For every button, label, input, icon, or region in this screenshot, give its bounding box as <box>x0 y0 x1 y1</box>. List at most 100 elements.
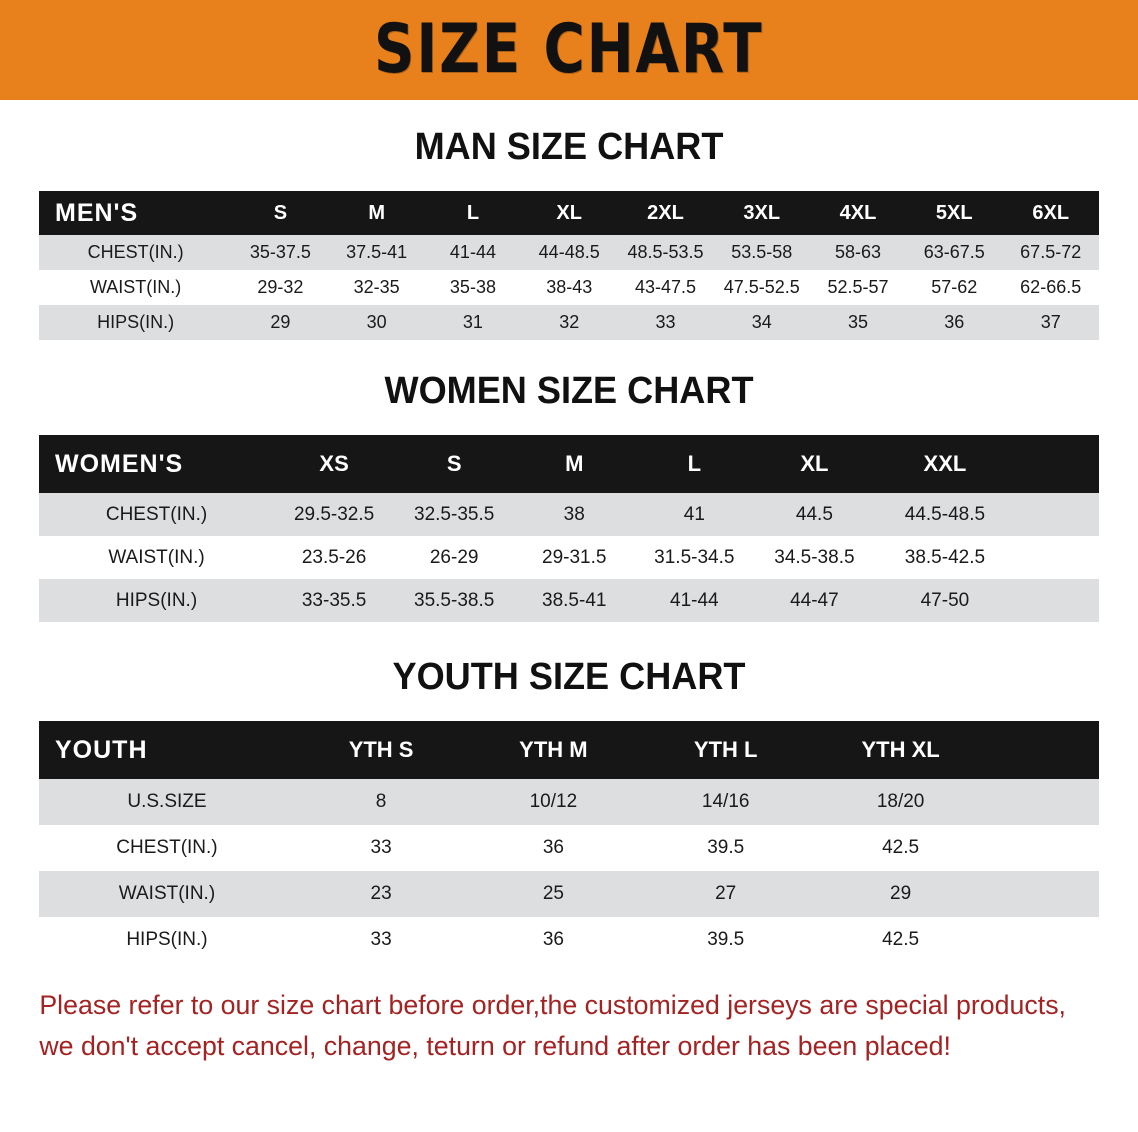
men-waist-m: 32-35 <box>353 277 400 297</box>
women-waist-spacer <box>1015 536 1099 579</box>
men-waist-l: 35-38 <box>449 277 496 297</box>
women-corner-label: WOMEN'S <box>55 449 184 478</box>
men-chest-2xl: 48.5-53.5 <box>627 242 704 262</box>
men-hips-xl: 32 <box>559 312 580 332</box>
disclaimer-text: Please refer to our size chart before or… <box>6 985 1133 1067</box>
youth-waist-xl: 29 <box>890 883 912 904</box>
women-hips-spacer <box>1015 579 1099 622</box>
table-row: WAIST(IN.) 29-32 32-35 35-38 38-43 43-47… <box>39 270 1099 305</box>
table-row: CHEST(IN.) 35-37.5 37.5-41 41-44 44-48.5… <box>39 235 1099 270</box>
women-col-head-spacer <box>1015 435 1099 493</box>
men-row-label-waist: WAIST(IN.) <box>89 277 182 297</box>
youth-ussize-l: 14/16 <box>701 791 750 812</box>
table-row: WAIST(IN.) 23.5-26 26-29 29-31.5 31.5-34… <box>39 536 1099 579</box>
table-row: HIPS(IN.) 29 30 31 32 33 34 35 36 37 <box>39 305 1099 340</box>
youth-header-row: YOUTH YTH S YTH M YTH L YTH XL <box>39 721 1099 779</box>
men-col-head-6: 3XL <box>743 201 781 224</box>
table-row: HIPS(IN.) 33 36 39.5 42.5 <box>39 917 1099 963</box>
table-row: CHEST(IN.) 29.5-32.5 32.5-35.5 38 41 44.… <box>39 493 1099 536</box>
men-waist-xl: 38-43 <box>546 277 593 297</box>
page-banner: SIZE CHART <box>0 0 1138 100</box>
men-chest-4xl: 58-63 <box>834 242 882 262</box>
men-chest-m: 37.5-41 <box>346 242 408 262</box>
women-waist-xl: 34.5-38.5 <box>774 546 855 568</box>
women-header-row: WOMEN'S XS S M L XL XXL <box>39 435 1099 493</box>
men-table-body: CHEST(IN.) 35-37.5 37.5-41 41-44 44-48.5… <box>39 235 1099 340</box>
women-hips-xs: 33-35.5 <box>301 589 367 611</box>
men-col-head-1: S <box>273 201 288 224</box>
men-waist-s: 29-32 <box>257 277 304 297</box>
women-hips-l: 41-44 <box>670 589 719 611</box>
youth-ussize-spacer <box>989 779 1099 825</box>
youth-chest-m: 36 <box>542 837 564 858</box>
men-chest-6xl: 67.5-72 <box>1020 242 1082 262</box>
table-row: WAIST(IN.) 23 25 27 29 <box>39 871 1099 917</box>
men-size-table: MEN'S S M L XL 2XL 3XL 4XL 5XL 6XL CHEST… <box>39 191 1099 340</box>
youth-chest-spacer <box>989 825 1099 871</box>
women-hips-m: 38.5-41 <box>542 589 607 611</box>
men-col-head-8: 5XL <box>935 201 973 224</box>
youth-hips-l: 39.5 <box>707 929 745 950</box>
youth-ussize-s: 8 <box>375 791 387 812</box>
youth-waist-m: 25 <box>542 883 564 904</box>
men-hips-l: 31 <box>462 312 483 332</box>
men-waist-6xl: 62-66.5 <box>1020 277 1082 297</box>
youth-size-table: YOUTH YTH S YTH M YTH L YTH XL U.S.SIZE … <box>39 721 1099 963</box>
table-row: CHEST(IN.) 33 36 39.5 42.5 <box>39 825 1099 871</box>
women-table-body: CHEST(IN.) 29.5-32.5 32.5-35.5 38 41 44.… <box>39 493 1099 622</box>
youth-col-head-4: YTH XL <box>861 737 940 762</box>
men-hips-s: 29 <box>270 312 291 332</box>
men-col-head-4: XL <box>556 201 582 224</box>
men-hips-3xl: 34 <box>751 312 772 332</box>
men-corner-label: MEN'S <box>55 198 139 227</box>
disclaimer-line-1: Please refer to our size chart before or… <box>39 990 1066 1020</box>
youth-row-label-waist: WAIST(IN.) <box>118 883 216 904</box>
men-col-head-7: 4XL <box>839 201 877 224</box>
youth-corner-label: YOUTH <box>55 735 148 764</box>
women-col-head-2: S <box>446 451 462 476</box>
women-col-head-3: M <box>565 451 584 476</box>
women-chest-xxl: 44.5-48.5 <box>904 503 986 525</box>
men-row-label-hips: HIPS(IN.) <box>97 312 175 332</box>
women-waist-s: 26-29 <box>429 546 479 568</box>
youth-waist-s: 23 <box>370 883 392 904</box>
men-waist-2xl: 43-47.5 <box>634 277 696 297</box>
women-size-table: WOMEN'S XS S M L XL XXL CHEST(IN.) 29.5-… <box>39 435 1099 622</box>
women-chest-xl: 44.5 <box>795 503 833 525</box>
youth-table-body: U.S.SIZE 8 10/12 14/16 18/20 CHEST(IN.) … <box>39 779 1099 963</box>
women-chest-xs: 29.5-32.5 <box>293 503 375 525</box>
youth-row-label-hips: HIPS(IN.) <box>126 929 208 950</box>
women-waist-xs: 23.5-26 <box>301 546 367 568</box>
men-row-label-chest: CHEST(IN.) <box>87 242 184 262</box>
women-chest-spacer <box>1015 493 1099 536</box>
youth-section-title: YOUTH SIZE CHART <box>392 656 746 698</box>
page-title: SIZE CHART <box>374 10 764 89</box>
women-chest-s: 32.5-35.5 <box>414 503 495 525</box>
women-col-head-1: XS <box>319 451 349 476</box>
men-chest-l: 41-44 <box>449 242 496 262</box>
men-waist-4xl: 52.5-57 <box>827 277 889 297</box>
men-waist-3xl: 47.5-52.5 <box>723 277 800 297</box>
youth-table-header: YOUTH YTH S YTH M YTH L YTH XL <box>39 721 1099 779</box>
youth-chest-xl: 42.5 <box>882 837 920 858</box>
women-waist-l: 31.5-34.5 <box>654 546 735 568</box>
women-col-head-5: XL <box>800 451 829 476</box>
men-chest-3xl: 53.5-58 <box>731 242 793 262</box>
man-section-title: MAN SIZE CHART <box>414 126 724 168</box>
women-row-label-chest: CHEST(IN.) <box>105 503 208 525</box>
men-col-head-3: L <box>466 201 480 224</box>
youth-col-head-2: YTH M <box>519 737 588 762</box>
women-chest-l: 41 <box>683 503 705 525</box>
men-hips-m: 30 <box>366 312 387 332</box>
women-col-head-6: XXL <box>923 451 967 476</box>
men-col-head-9: 6XL <box>1032 201 1070 224</box>
youth-row-label-ussize: U.S.SIZE <box>127 791 207 812</box>
youth-waist-l: 27 <box>715 883 737 904</box>
men-header-row: MEN'S S M L XL 2XL 3XL 4XL 5XL 6XL <box>39 191 1099 235</box>
youth-col-head-3: YTH L <box>693 737 758 762</box>
table-row: U.S.SIZE 8 10/12 14/16 18/20 <box>39 779 1099 825</box>
men-hips-6xl: 37 <box>1040 312 1061 332</box>
youth-chest-l: 39.5 <box>707 837 745 858</box>
men-hips-2xl: 33 <box>655 312 676 332</box>
youth-ussize-m: 10/12 <box>529 791 578 812</box>
